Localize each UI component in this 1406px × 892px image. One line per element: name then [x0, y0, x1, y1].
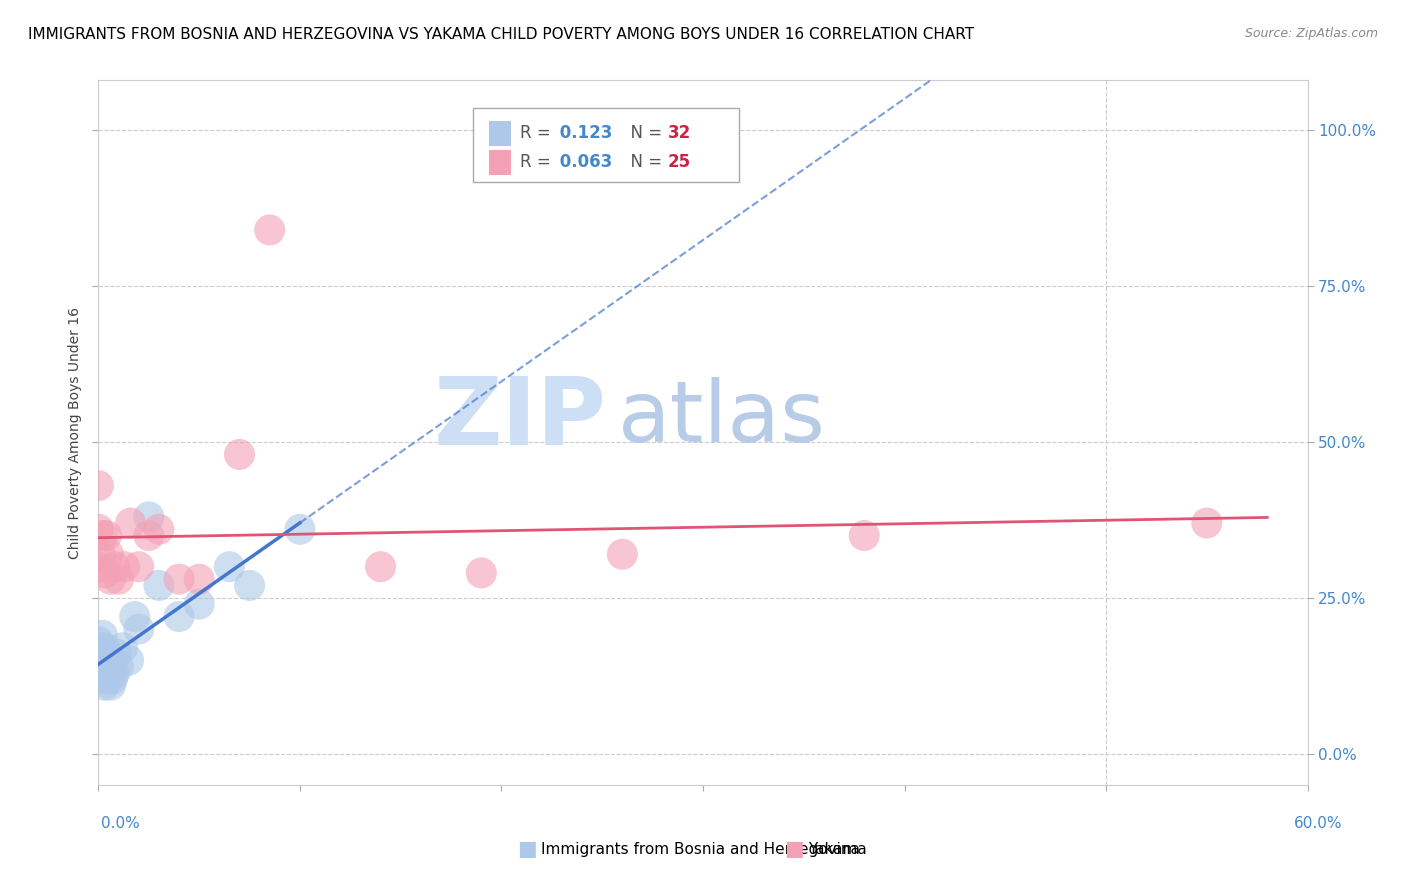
Point — [103, 559, 125, 574]
Point — [87, 647, 110, 661]
Point — [89, 640, 111, 655]
Point — [91, 672, 114, 686]
Point — [100, 659, 122, 673]
Point — [107, 659, 129, 673]
Point — [128, 622, 150, 636]
Point — [188, 572, 211, 586]
Point — [97, 653, 120, 667]
Point — [87, 522, 110, 536]
Text: ■: ■ — [517, 839, 537, 859]
Point — [111, 640, 134, 655]
Text: 0.063: 0.063 — [554, 153, 613, 171]
Point — [87, 659, 110, 673]
Text: Yakama: Yakama — [808, 842, 868, 856]
FancyBboxPatch shape — [489, 120, 510, 146]
Point — [114, 559, 136, 574]
Point — [100, 678, 122, 692]
Point — [97, 547, 120, 561]
Point — [107, 572, 129, 586]
Point — [96, 528, 118, 542]
Point — [138, 528, 160, 542]
Point — [370, 559, 392, 574]
Point — [239, 578, 262, 592]
FancyBboxPatch shape — [489, 150, 510, 175]
Point — [124, 609, 146, 624]
Point — [218, 559, 240, 574]
Point — [120, 516, 142, 530]
Point — [96, 647, 118, 661]
Point — [97, 672, 120, 686]
Point — [1195, 516, 1218, 530]
Point — [93, 640, 115, 655]
Text: Immigrants from Bosnia and Herzegovina: Immigrants from Bosnia and Herzegovina — [541, 842, 860, 856]
Point — [89, 665, 111, 680]
Point — [167, 609, 190, 624]
Point — [91, 653, 114, 667]
Point — [167, 572, 190, 586]
Point — [288, 522, 311, 536]
Text: ZIP: ZIP — [433, 373, 606, 465]
Point — [853, 528, 876, 542]
Point — [91, 528, 114, 542]
Text: atlas: atlas — [619, 377, 827, 460]
Point — [89, 547, 111, 561]
Point — [87, 478, 110, 492]
Point — [148, 578, 170, 592]
Text: 0.123: 0.123 — [554, 124, 613, 143]
Point — [93, 678, 115, 692]
Text: N =: N = — [620, 124, 666, 143]
Y-axis label: Child Poverty Among Boys Under 16: Child Poverty Among Boys Under 16 — [67, 307, 82, 558]
Point — [87, 634, 110, 648]
Point — [87, 559, 110, 574]
Text: 0.0%: 0.0% — [101, 816, 141, 831]
Text: N =: N = — [620, 153, 666, 171]
Point — [96, 665, 118, 680]
Point — [148, 522, 170, 536]
Text: 32: 32 — [668, 124, 692, 143]
Text: IMMIGRANTS FROM BOSNIA AND HERZEGOVINA VS YAKAMA CHILD POVERTY AMONG BOYS UNDER : IMMIGRANTS FROM BOSNIA AND HERZEGOVINA V… — [28, 27, 974, 42]
Point — [100, 572, 122, 586]
Point — [91, 628, 114, 642]
FancyBboxPatch shape — [474, 109, 740, 183]
Text: R =: R = — [520, 153, 557, 171]
Point — [93, 566, 115, 580]
Text: ■: ■ — [785, 839, 804, 859]
Text: 60.0%: 60.0% — [1295, 816, 1343, 831]
Point — [128, 559, 150, 574]
Point — [259, 223, 281, 237]
Text: 25: 25 — [668, 153, 692, 171]
Text: Source: ZipAtlas.com: Source: ZipAtlas.com — [1244, 27, 1378, 40]
Point — [188, 597, 211, 611]
Text: R =: R = — [520, 124, 557, 143]
Point — [93, 659, 115, 673]
Point — [105, 647, 128, 661]
Point — [228, 447, 250, 461]
Point — [470, 566, 492, 580]
Point — [138, 509, 160, 524]
Point — [612, 547, 634, 561]
Point — [118, 653, 141, 667]
Point — [103, 665, 125, 680]
Point — [101, 672, 124, 686]
